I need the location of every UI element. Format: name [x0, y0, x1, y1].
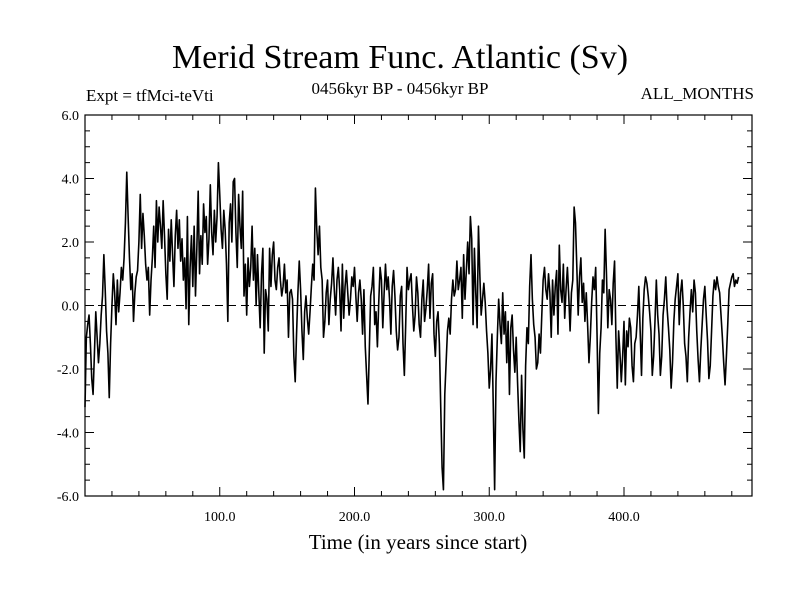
experiment-caption: Expt = tfMci-teVti	[86, 86, 214, 105]
y-tick-label: 6.0	[62, 109, 80, 124]
x-tick-label: 400.0	[608, 510, 640, 525]
y-tick-label: 4.0	[62, 173, 80, 188]
y-tick-label: -2.0	[57, 363, 79, 378]
y-tick-label: -4.0	[57, 427, 79, 442]
y-tick-label: 2.0	[62, 236, 80, 251]
x-axis-label: Time (in years since start)	[308, 530, 528, 554]
period-caption: 0456kyr BP - 0456kyr BP	[311, 79, 489, 98]
x-tick-label: 100.0	[204, 510, 236, 525]
months-caption: ALL_MONTHS	[640, 84, 754, 103]
y-tick-label: 0.0	[62, 300, 80, 315]
chart-title: Merid Stream Func. Atlantic (Sv)	[171, 39, 629, 76]
x-tick-label: 300.0	[473, 510, 505, 525]
y-tick-label: -6.0	[57, 490, 79, 505]
x-tick-label: 200.0	[339, 510, 371, 525]
plot-frame	[84, 114, 753, 497]
series-line-0	[84, 161, 740, 491]
